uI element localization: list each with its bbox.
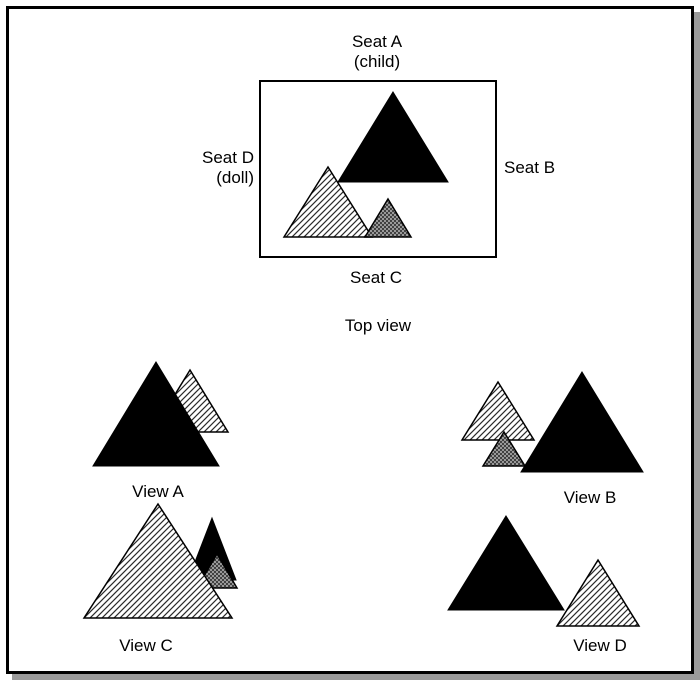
view-d-triangle-hatch xyxy=(557,560,639,626)
label-seat-a-line1: Seat A xyxy=(327,32,427,52)
frame-shadow-right xyxy=(694,12,700,680)
label-top-view-caption: Top view xyxy=(298,316,458,336)
view-b-triangle-cross xyxy=(483,432,525,466)
label-seat-b: Seat B xyxy=(504,158,584,178)
label-view-c: View C xyxy=(86,636,206,656)
frame-shadow-bottom xyxy=(12,674,700,680)
label-view-d: View D xyxy=(540,636,660,656)
label-seat-d-line1: Seat D xyxy=(164,148,254,168)
label-seat-c: Seat C xyxy=(321,268,431,288)
diagram-stage: Seat A (child) Seat B Seat C Seat D (dol… xyxy=(0,0,700,682)
view-d-triangle-black xyxy=(448,516,564,610)
view-b-triangle-black xyxy=(521,372,643,472)
label-seat-d-line2: (doll) xyxy=(164,168,254,188)
label-view-a: View A xyxy=(98,482,218,502)
label-view-b: View B xyxy=(530,488,650,508)
topview-triangle-small-cross xyxy=(365,199,411,237)
topview-triangle-medium-hatch xyxy=(284,167,372,237)
view-c-triangle-hatch xyxy=(84,504,232,618)
label-seat-a-line2: (child) xyxy=(327,52,427,72)
view-a-triangle-black xyxy=(93,362,219,466)
